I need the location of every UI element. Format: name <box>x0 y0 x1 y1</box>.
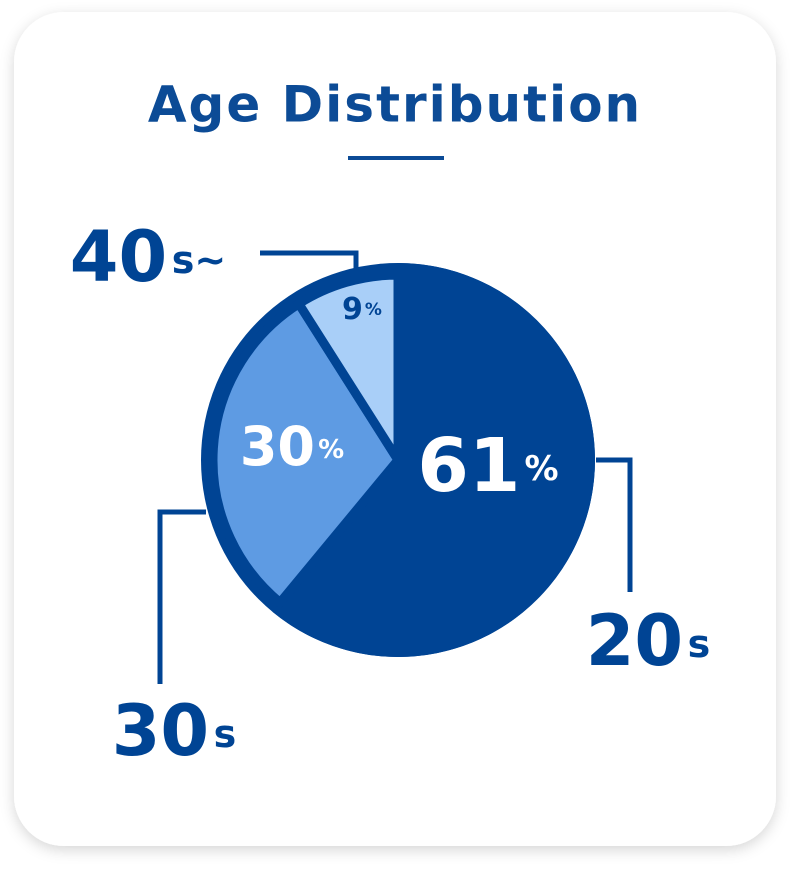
pie-slice <box>272 263 595 657</box>
category-label: 30 s <box>112 690 237 772</box>
pie-slice <box>292 270 403 476</box>
category-label: 40 s~ <box>70 216 226 298</box>
leader-lines <box>157 250 633 684</box>
chart-title: Age Distribution <box>148 76 642 134</box>
pie-slice <box>208 297 404 609</box>
category-label: 20 s <box>586 600 711 682</box>
leader-line <box>596 457 633 592</box>
value-label: 61% <box>417 423 558 509</box>
leader-line <box>157 509 206 684</box>
title-underline <box>348 156 444 160</box>
value-label: 30% <box>240 415 344 478</box>
leader-line <box>260 250 359 274</box>
value-label: 9% <box>342 292 382 327</box>
